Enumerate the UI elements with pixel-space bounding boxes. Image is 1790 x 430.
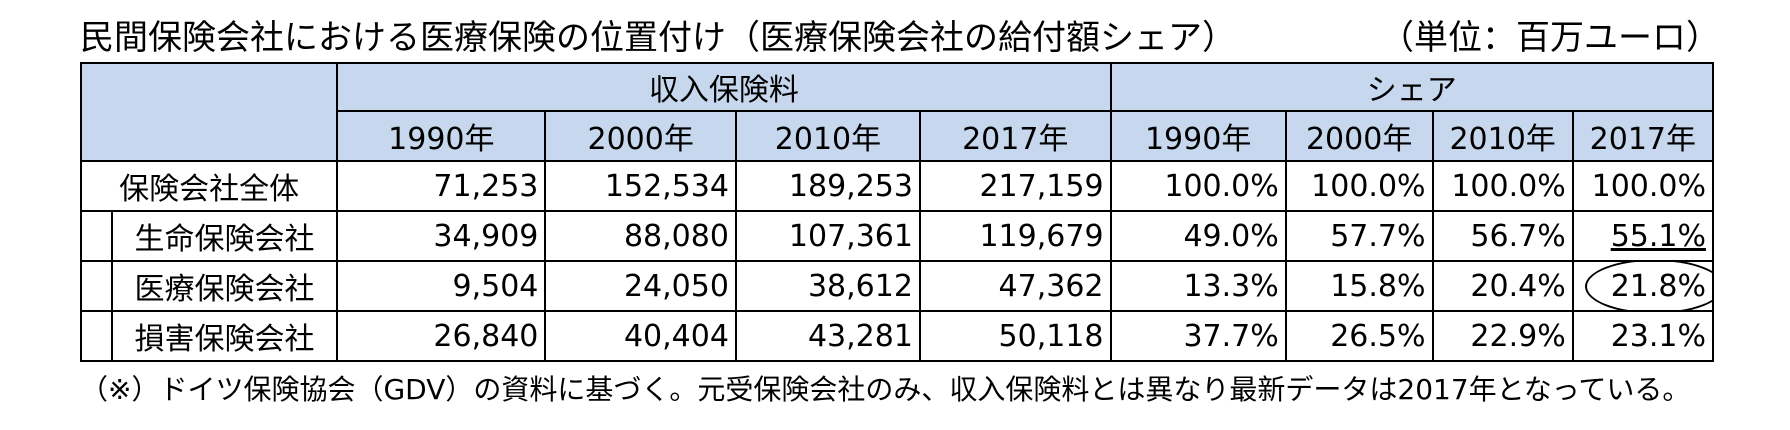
share-cell: 57.7%	[1284, 210, 1434, 262]
year-header: 2010年	[734, 110, 921, 162]
share-cell: 55.1%	[1571, 210, 1715, 262]
corner-cell	[79, 62, 339, 162]
premium-cell: 9,504	[336, 260, 547, 312]
premium-cell: 189,253	[734, 160, 921, 212]
year-header: 2017年	[1571, 110, 1715, 162]
table-row: 損害保険会社 26,840 40,404 43,281 50,118 37.7%…	[80, 310, 1715, 362]
premium-cell: 107,361	[734, 210, 921, 262]
share-cell: 26.5%	[1284, 310, 1434, 362]
premium-cell: 34,909	[336, 210, 547, 262]
premium-cell: 38,612	[734, 260, 921, 312]
table-row: 生命保険会社 34,909 88,080 107,361 119,679 49.…	[80, 210, 1715, 262]
share-cell: 21.8%	[1571, 260, 1715, 312]
share-cell: 100.0%	[1431, 160, 1574, 212]
year-header: 2010年	[1431, 110, 1574, 162]
share-cell: 100.0%	[1571, 160, 1715, 212]
share-value: 55.1%	[1610, 218, 1706, 254]
share-cell: 13.3%	[1109, 260, 1287, 312]
table-row: 保険会社全体 71,253 152,534 189,253 217,159 10…	[79, 160, 1715, 212]
insurance-table: 収入保険料 シェア 1990年 2000年 2010年 2017年 1990年 …	[79, 62, 1715, 362]
indent-spacer	[80, 210, 113, 262]
share-cell: 37.7%	[1109, 310, 1287, 362]
year-header: 2000年	[1284, 110, 1434, 162]
premium-cell: 217,159	[918, 160, 1112, 212]
share-cell: 15.8%	[1284, 260, 1434, 312]
premium-cell: 43,281	[734, 310, 921, 362]
share-cell: 100.0%	[1284, 160, 1434, 212]
unit-label: （単位：百万ユーロ）	[1380, 18, 1720, 58]
premium-cell: 26,840	[336, 310, 547, 362]
group-header-share: シェア	[1109, 62, 1715, 112]
premium-cell: 47,362	[918, 260, 1112, 312]
share-cell: 100.0%	[1109, 160, 1287, 212]
indent-spacer	[80, 310, 113, 362]
row-label: 生命保険会社	[110, 210, 339, 262]
premium-cell: 88,080	[544, 210, 737, 262]
row-label: 保険会社全体	[79, 160, 339, 212]
premium-cell: 40,404	[544, 310, 737, 362]
row-label: 医療保険会社	[110, 260, 339, 312]
footnote: （※）ドイツ保険協会（GDV）の資料に基づく。元受保険会社のみ、収入保険料とは異…	[80, 373, 1691, 406]
share-cell: 23.1%	[1571, 310, 1715, 362]
year-header: 2000年	[544, 110, 737, 162]
year-header: 2017年	[918, 110, 1112, 162]
premium-cell: 152,534	[544, 160, 737, 212]
premium-cell: 119,679	[918, 210, 1112, 262]
share-cell: 49.0%	[1109, 210, 1287, 262]
share-cell: 56.7%	[1431, 210, 1574, 262]
highlight-circle: 21.8%	[1584, 263, 1711, 309]
group-header-premium: 収入保険料	[336, 62, 1112, 112]
year-header: 1990年	[336, 110, 547, 162]
premium-cell: 71,253	[336, 160, 547, 212]
premium-cell: 50,118	[918, 310, 1112, 362]
row-label: 損害保険会社	[110, 310, 339, 362]
indent-spacer	[80, 260, 113, 312]
year-header: 1990年	[1109, 110, 1287, 162]
premium-cell: 24,050	[544, 260, 737, 312]
share-cell: 22.9%	[1431, 310, 1574, 362]
table-title: 民間保険会社における医療保険の位置付け（医療保険会社の給付額シェア）	[80, 18, 1236, 58]
table-row: 医療保険会社 9,504 24,050 38,612 47,362 13.3% …	[80, 260, 1715, 312]
share-cell: 20.4%	[1431, 260, 1574, 312]
